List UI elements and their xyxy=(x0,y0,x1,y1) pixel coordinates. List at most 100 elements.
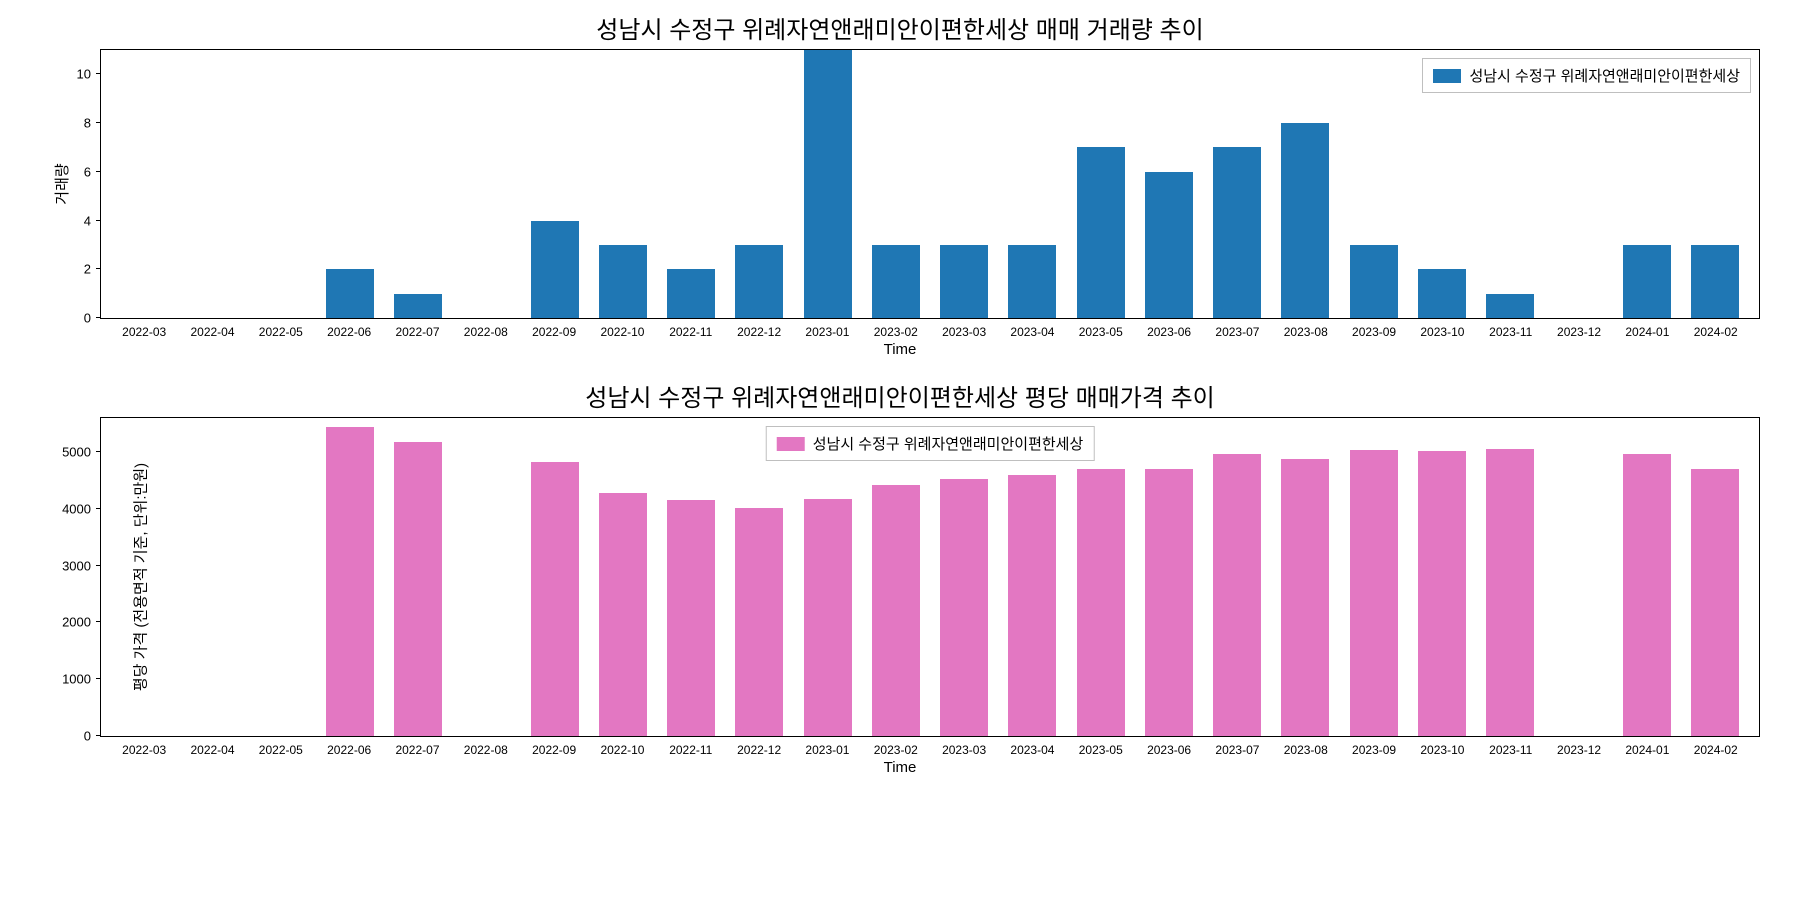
chart2-xlabel: Time xyxy=(20,759,1780,776)
bar-slot xyxy=(589,50,657,318)
chart1-bars xyxy=(101,50,1759,318)
bar xyxy=(599,493,647,736)
bar-slot xyxy=(1067,50,1135,318)
bar-slot xyxy=(521,418,589,736)
bar-slot xyxy=(794,418,862,736)
bar xyxy=(667,269,715,318)
x-tick-label: 2022-10 xyxy=(588,737,656,757)
bar xyxy=(1008,245,1056,318)
x-tick-label: 2023-06 xyxy=(1135,319,1203,339)
bar xyxy=(1350,450,1398,736)
bar xyxy=(1077,147,1125,318)
bar-slot xyxy=(1408,50,1476,318)
bar xyxy=(1281,123,1329,318)
chart2-title: 성남시 수정구 위례자연앤래미안이편한세상 평당 매매가격 추이 xyxy=(20,378,1780,413)
bar xyxy=(394,442,442,736)
price-chart: 성남시 수정구 위례자연앤래미안이편한세상 평당 매매가격 추이 성남시 수정구… xyxy=(20,378,1780,776)
bar-slot xyxy=(1271,418,1339,736)
x-tick-label: 2023-09 xyxy=(1340,737,1408,757)
bar-slot xyxy=(862,418,930,736)
x-tick-label: 2023-10 xyxy=(1408,319,1476,339)
y-tick-label: 2000 xyxy=(62,615,91,630)
bar-slot xyxy=(452,50,520,318)
x-tick-label: 2023-03 xyxy=(930,737,998,757)
bar-slot xyxy=(384,418,452,736)
bar-slot xyxy=(452,418,520,736)
x-tick-label: 2022-09 xyxy=(520,319,588,339)
bar-slot xyxy=(1340,418,1408,736)
chart1-title: 성남시 수정구 위례자연앤래미안이편한세상 매매 거래량 추이 xyxy=(20,10,1780,45)
bar-slot xyxy=(1271,50,1339,318)
x-tick-label: 2023-04 xyxy=(998,737,1066,757)
x-tick-label: 2022-12 xyxy=(725,737,793,757)
x-tick-label: 2022-08 xyxy=(452,319,520,339)
bar xyxy=(1145,172,1193,318)
x-tick-label: 2022-05 xyxy=(247,737,315,757)
bar-slot xyxy=(862,50,930,318)
bar-slot xyxy=(725,50,793,318)
bar-slot xyxy=(179,50,247,318)
bar xyxy=(531,462,579,736)
bar-slot xyxy=(1340,50,1408,318)
chart1-xaxis: 2022-032022-042022-052022-062022-072022-… xyxy=(100,319,1760,339)
bar xyxy=(804,499,852,736)
bar-slot xyxy=(316,418,384,736)
bar-slot xyxy=(930,50,998,318)
bar xyxy=(735,508,783,736)
x-tick-label: 2023-03 xyxy=(930,319,998,339)
bar xyxy=(1418,269,1466,318)
x-tick-label: 2022-03 xyxy=(110,737,178,757)
bar xyxy=(1623,454,1671,736)
x-tick-label: 2022-04 xyxy=(178,737,246,757)
x-tick-label: 2024-02 xyxy=(1682,737,1750,757)
bar-slot xyxy=(1203,418,1271,736)
x-tick-label: 2022-06 xyxy=(315,319,383,339)
bar-slot xyxy=(248,50,316,318)
y-tick-label: 5000 xyxy=(62,445,91,460)
y-tick-label: 3000 xyxy=(62,558,91,573)
x-tick-label: 2023-06 xyxy=(1135,737,1203,757)
bar xyxy=(1281,459,1329,736)
x-tick-label: 2024-01 xyxy=(1613,319,1681,339)
bar xyxy=(1350,245,1398,318)
bar-slot xyxy=(589,418,657,736)
x-tick-label: 2022-05 xyxy=(247,319,315,339)
bar xyxy=(1486,294,1534,318)
bar xyxy=(1077,469,1125,736)
bar xyxy=(1145,469,1193,736)
y-tick-label: 1000 xyxy=(62,672,91,687)
chart1-xlabel: Time xyxy=(20,341,1780,358)
bar xyxy=(940,245,988,318)
bar-slot xyxy=(1681,418,1749,736)
x-tick-label: 2023-10 xyxy=(1408,737,1476,757)
bar xyxy=(394,294,442,318)
y-tick-label: 8 xyxy=(84,116,91,131)
x-tick-label: 2022-09 xyxy=(520,737,588,757)
y-tick-label: 4000 xyxy=(62,501,91,516)
chart2-bars xyxy=(101,418,1759,736)
bar-slot xyxy=(1544,418,1612,736)
bar-slot xyxy=(725,418,793,736)
x-tick-label: 2023-12 xyxy=(1545,319,1613,339)
x-tick-label: 2023-08 xyxy=(1272,737,1340,757)
bar-slot xyxy=(998,418,1066,736)
y-tick-label: 10 xyxy=(77,67,91,82)
bar-slot xyxy=(1067,418,1135,736)
chart2-xaxis: 2022-032022-042022-052022-062022-072022-… xyxy=(100,737,1760,757)
x-tick-label: 2023-11 xyxy=(1477,319,1545,339)
bar-slot xyxy=(111,50,179,318)
bar-slot xyxy=(316,50,384,318)
bar xyxy=(940,479,988,736)
bar-slot xyxy=(930,418,998,736)
y-tick-label: 0 xyxy=(84,311,91,326)
y-tick-label: 6 xyxy=(84,164,91,179)
x-tick-label: 2022-10 xyxy=(588,319,656,339)
x-tick-label: 2022-03 xyxy=(110,319,178,339)
chart2-plot-area: 성남시 수정구 위례자연앤래미안이편한세상 평당 가격 (전용면적 기준, 단위… xyxy=(100,417,1760,737)
x-tick-label: 2023-04 xyxy=(998,319,1066,339)
x-tick-label: 2023-01 xyxy=(793,319,861,339)
bar xyxy=(1213,147,1261,318)
y-tick-label: 4 xyxy=(84,213,91,228)
bar xyxy=(326,427,374,736)
bar xyxy=(1691,469,1739,736)
